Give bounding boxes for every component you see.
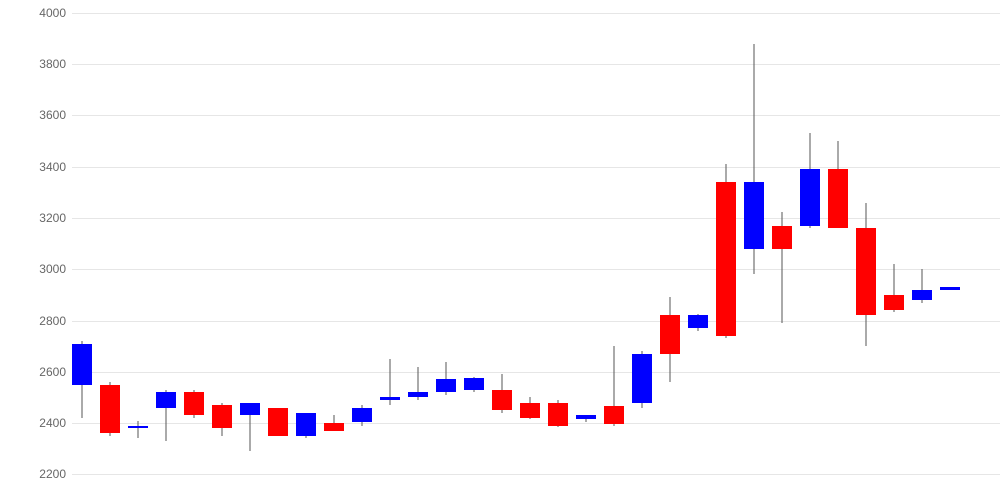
y-axis-label: 4000 (39, 6, 66, 20)
candle-body (688, 315, 708, 328)
y-axis-label: 3600 (39, 108, 66, 122)
candle-body (800, 169, 820, 225)
candle-body (408, 392, 428, 397)
y-axis-label: 3200 (39, 211, 66, 225)
candle-body (716, 182, 736, 336)
candle-body (268, 408, 288, 436)
candle-body (212, 405, 232, 428)
candle (72, 0, 92, 500)
y-axis-label: 3800 (39, 57, 66, 71)
candle-body (324, 423, 344, 431)
candle (828, 0, 848, 500)
candle (520, 0, 540, 500)
candle-body (604, 406, 624, 424)
candle-body (772, 226, 792, 249)
candle (352, 0, 372, 500)
candle (184, 0, 204, 500)
candle (716, 0, 736, 500)
plot-area: 2200240026002800300032003400360038004000 (72, 0, 1000, 500)
candle (856, 0, 876, 500)
candle (380, 0, 400, 500)
y-axis-label: 3000 (39, 262, 66, 276)
candle-body (380, 397, 400, 400)
y-axis-label: 2400 (39, 416, 66, 430)
candle (576, 0, 596, 500)
candle-body (464, 378, 484, 390)
candle (772, 0, 792, 500)
candle (240, 0, 260, 500)
candle-body (828, 169, 848, 228)
candle (128, 0, 148, 500)
candle-body (548, 403, 568, 426)
candle (436, 0, 456, 500)
candle (492, 0, 512, 500)
candle (744, 0, 764, 500)
candle (940, 0, 960, 500)
candle-wick (138, 421, 139, 439)
candle (100, 0, 120, 500)
candle-body (520, 403, 540, 418)
candle-body (72, 344, 92, 385)
candle (912, 0, 932, 500)
candle-body (436, 379, 456, 392)
y-axis-label: 2200 (39, 467, 66, 481)
candle (408, 0, 428, 500)
y-axis-label: 2600 (39, 365, 66, 379)
candle-body (352, 408, 372, 422)
candlestick-chart: 2200 2400 2600 2800 3000 3200 3400 3600 3800 4000 (0, 0, 1000, 500)
candle-body (100, 385, 120, 434)
candle-body (492, 390, 512, 411)
candle (268, 0, 288, 500)
candle-body (856, 228, 876, 315)
candle-body (940, 287, 960, 290)
candle-body (240, 403, 260, 416)
candle-body (632, 354, 652, 403)
candle (632, 0, 652, 500)
candle-body (156, 392, 176, 407)
candle (156, 0, 176, 500)
y-axis-label: 3400 (39, 160, 66, 174)
candle-body (128, 426, 148, 429)
candle (324, 0, 344, 500)
candle (800, 0, 820, 500)
candle-body (912, 290, 932, 300)
candle (548, 0, 568, 500)
candle (604, 0, 624, 500)
y-axis-label: 2800 (39, 314, 66, 328)
candle (660, 0, 680, 500)
candle-body (660, 315, 680, 353)
candle (212, 0, 232, 500)
candle-body (744, 182, 764, 249)
candle (296, 0, 316, 500)
candle-body (184, 392, 204, 415)
candle-body (884, 295, 904, 310)
candle (688, 0, 708, 500)
candle-body (296, 413, 316, 436)
candle-body (576, 415, 596, 419)
candle (464, 0, 484, 500)
candle (884, 0, 904, 500)
